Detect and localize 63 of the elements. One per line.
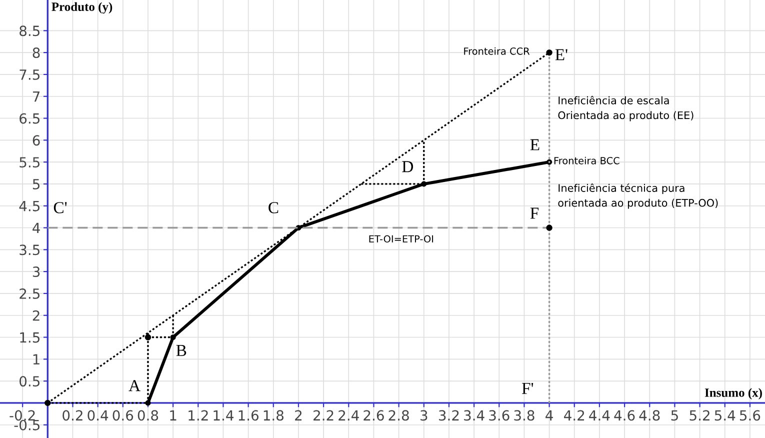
annotation: E	[530, 139, 540, 150]
x-tick-label: 5.4	[714, 410, 736, 421]
annotation: Fronteira CCR	[464, 47, 530, 55]
annotation: C	[268, 202, 278, 214]
annotation: E'	[555, 49, 568, 60]
annotation: Ineficiência técnica pura orientada ao produto (ETP-OO)	[558, 183, 718, 209]
y-tick-label: 5	[32, 179, 40, 190]
annotation: Fronteira BCC	[554, 156, 620, 164]
x-tick-label: 3.6	[489, 410, 510, 421]
x-tick-label: 4.6	[614, 410, 635, 421]
y-tick-label: 1.5	[20, 332, 40, 343]
x-tick-label: 3.2	[438, 410, 459, 421]
y-tick-label: 0.5	[20, 376, 40, 387]
x-tick-label: 2.8	[388, 410, 409, 421]
y-tick-label: 4.5	[19, 201, 40, 212]
y-tick-label: 7.5	[20, 70, 40, 80]
x-tick-label: 4.2	[564, 410, 584, 420]
x-tick-label: 2	[295, 410, 302, 420]
x-tick-label: 1.4	[214, 410, 234, 420]
y-axis-title: Produto (y)	[52, 2, 112, 14]
x-tick-label: 1	[170, 410, 176, 420]
annotation: D	[402, 161, 414, 172]
y-tick-label: 2	[32, 310, 40, 321]
x-tick-label: 4.8	[639, 410, 660, 421]
y-tick-label: 6.5	[20, 113, 40, 124]
y-tick-label: -0.5	[14, 420, 40, 430]
x-tick-label: 1.2	[188, 410, 208, 420]
y-tick-label: 3.5	[20, 244, 40, 256]
x-tick-label: 2.2	[314, 410, 334, 420]
y-tick-label: 6	[32, 135, 40, 146]
x-tick-label: 3.8	[514, 410, 534, 421]
x-tick-label: 3	[420, 410, 428, 421]
x-tick-label: 2.6	[364, 410, 384, 421]
x-tick-label: 0.6	[112, 410, 134, 421]
x-axis-title: Insumo (x)	[704, 388, 762, 400]
y-tick-label: 2.5	[20, 288, 40, 299]
annotation: A	[128, 380, 140, 392]
annotation: Ineficiência de escala Orientada ao produto (EE)	[558, 96, 694, 122]
x-tick-label: 5	[671, 410, 678, 421]
x-tick-label: 0.4	[88, 410, 108, 421]
y-tick-label: 5.5	[20, 157, 40, 168]
annotation: ET-OI=ETP-OI	[369, 235, 434, 243]
annotation: F'	[522, 382, 534, 394]
y-tick-label: 7	[33, 92, 40, 102]
x-tick-label: 5.2	[690, 410, 710, 421]
x-tick-label: 2.4	[338, 410, 359, 420]
x-tick-label: 4	[546, 410, 553, 420]
annotation: C'	[54, 202, 67, 214]
x-tick-label: 4.4	[589, 410, 610, 420]
x-tick-label: 3.4	[464, 410, 484, 421]
y-tick-label: 4	[32, 222, 40, 234]
x-tick-label: 0.2	[62, 410, 82, 421]
y-tick-label: 8	[32, 48, 40, 58]
x-tick-label: 0.8	[138, 410, 158, 421]
y-tick-label: 8.5	[20, 26, 40, 36]
x-tick-label: -0.2	[10, 410, 35, 421]
x-tick-label: 1.6	[238, 410, 258, 421]
y-tick-label: 3	[32, 266, 40, 278]
annotation: F	[530, 208, 539, 219]
annotation: B	[176, 345, 186, 356]
y-tick-label: 1	[33, 354, 40, 364]
x-tick-label: 5.6	[740, 410, 760, 421]
x-tick-label: 1.8	[264, 410, 284, 421]
